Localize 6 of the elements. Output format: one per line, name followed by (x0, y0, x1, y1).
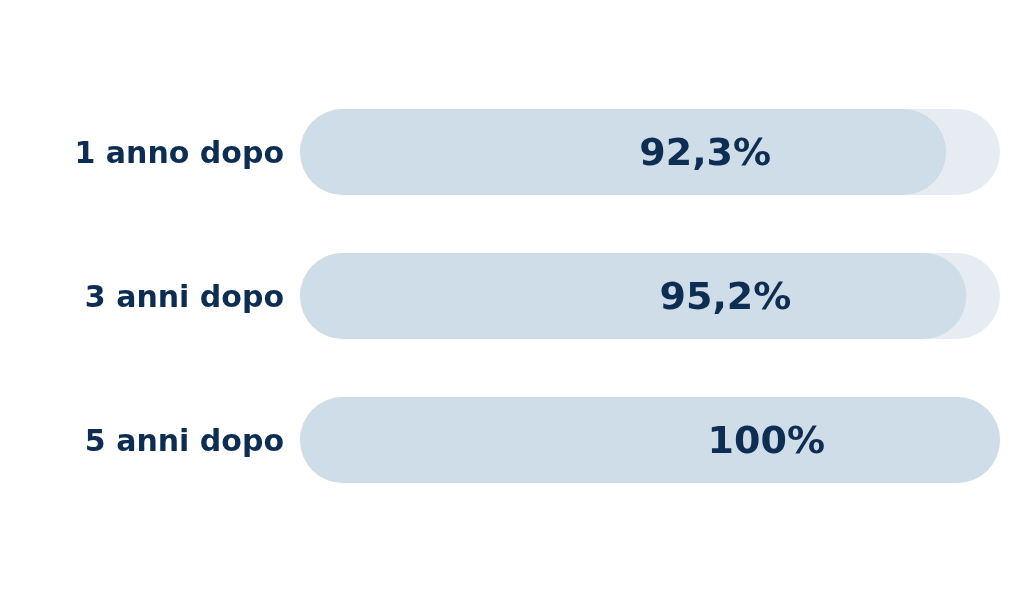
y-tick-label: 5 anni dopo (84, 422, 284, 458)
y-tick-label: 3 anni dopo (84, 278, 284, 314)
y-tick-label: 1 anno dopo (74, 134, 284, 170)
data-label: 100% (707, 418, 825, 462)
data-label: 92,3% (639, 130, 772, 174)
data-label: 95,2% (659, 274, 792, 318)
